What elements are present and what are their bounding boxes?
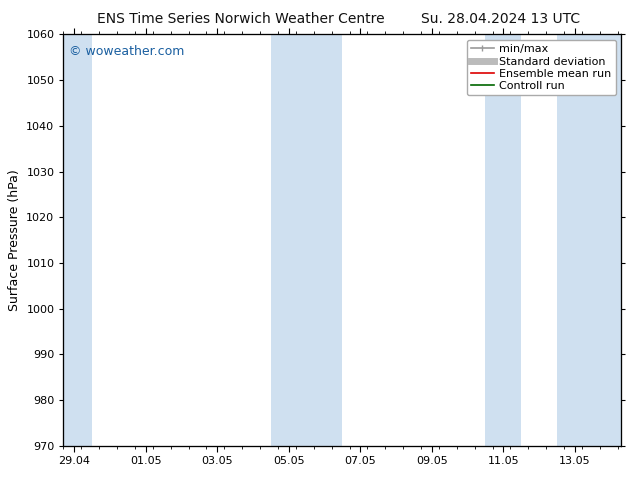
Bar [486,34,521,446]
Bar [271,34,307,446]
Bar [63,34,92,446]
Bar [307,34,342,446]
Legend: min/max, Standard deviation, Ensemble mean run, Controll run: min/max, Standard deviation, Ensemble me… [467,40,616,96]
Text: ENS Time Series Norwich Weather Centre: ENS Time Series Norwich Weather Centre [97,12,385,26]
Y-axis label: Surface Pressure (hPa): Surface Pressure (hPa) [8,169,21,311]
Bar [557,34,621,446]
Text: Su. 28.04.2024 13 UTC: Su. 28.04.2024 13 UTC [422,12,580,26]
Text: © woweather.com: © woweather.com [69,45,184,58]
